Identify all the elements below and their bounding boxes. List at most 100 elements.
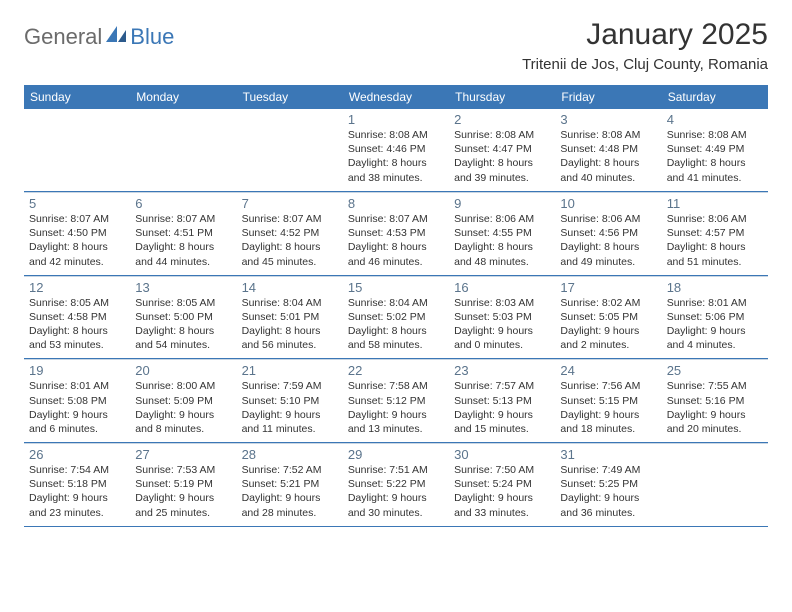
day-number: 24 <box>560 363 656 378</box>
day-info: Sunrise: 8:04 AMSunset: 5:01 PMDaylight:… <box>242 296 338 353</box>
day-cell: 16Sunrise: 8:03 AMSunset: 5:03 PMDayligh… <box>449 276 555 359</box>
day-cell: 8Sunrise: 8:07 AMSunset: 4:53 PMDaylight… <box>343 192 449 275</box>
day-number: 3 <box>560 112 656 127</box>
day-number: 6 <box>135 196 231 211</box>
day-cell: 5Sunrise: 8:07 AMSunset: 4:50 PMDaylight… <box>24 192 130 275</box>
day-cell: 2Sunrise: 8:08 AMSunset: 4:47 PMDaylight… <box>449 109 555 191</box>
day-info: Sunrise: 8:04 AMSunset: 5:02 PMDaylight:… <box>348 296 444 353</box>
day-cell: 17Sunrise: 8:02 AMSunset: 5:05 PMDayligh… <box>555 276 661 359</box>
day-cell: 23Sunrise: 7:57 AMSunset: 5:13 PMDayligh… <box>449 359 555 442</box>
day-info: Sunrise: 7:51 AMSunset: 5:22 PMDaylight:… <box>348 463 444 520</box>
week-row: 1Sunrise: 8:08 AMSunset: 4:46 PMDaylight… <box>24 109 768 192</box>
day-header: Tuesday <box>237 85 343 109</box>
day-number: 19 <box>29 363 125 378</box>
day-number: 2 <box>454 112 550 127</box>
day-info: Sunrise: 8:07 AMSunset: 4:51 PMDaylight:… <box>135 212 231 269</box>
week-row: 12Sunrise: 8:05 AMSunset: 4:58 PMDayligh… <box>24 276 768 360</box>
day-number: 1 <box>348 112 444 127</box>
day-info: Sunrise: 7:53 AMSunset: 5:19 PMDaylight:… <box>135 463 231 520</box>
day-cell: 24Sunrise: 7:56 AMSunset: 5:15 PMDayligh… <box>555 359 661 442</box>
day-info: Sunrise: 8:03 AMSunset: 5:03 PMDaylight:… <box>454 296 550 353</box>
day-cell: 29Sunrise: 7:51 AMSunset: 5:22 PMDayligh… <box>343 443 449 526</box>
day-cell: 25Sunrise: 7:55 AMSunset: 5:16 PMDayligh… <box>662 359 768 442</box>
day-info: Sunrise: 7:57 AMSunset: 5:13 PMDaylight:… <box>454 379 550 436</box>
day-cell: 27Sunrise: 7:53 AMSunset: 5:19 PMDayligh… <box>130 443 236 526</box>
day-info: Sunrise: 7:59 AMSunset: 5:10 PMDaylight:… <box>242 379 338 436</box>
day-number: 11 <box>667 196 763 211</box>
day-cell: 14Sunrise: 8:04 AMSunset: 5:01 PMDayligh… <box>237 276 343 359</box>
day-cell: 22Sunrise: 7:58 AMSunset: 5:12 PMDayligh… <box>343 359 449 442</box>
day-info: Sunrise: 8:07 AMSunset: 4:50 PMDaylight:… <box>29 212 125 269</box>
day-cell: 6Sunrise: 8:07 AMSunset: 4:51 PMDaylight… <box>130 192 236 275</box>
day-number: 28 <box>242 447 338 462</box>
day-number: 22 <box>348 363 444 378</box>
day-info: Sunrise: 8:01 AMSunset: 5:08 PMDaylight:… <box>29 379 125 436</box>
day-info: Sunrise: 8:00 AMSunset: 5:09 PMDaylight:… <box>135 379 231 436</box>
day-cell: 1Sunrise: 8:08 AMSunset: 4:46 PMDaylight… <box>343 109 449 191</box>
day-info: Sunrise: 7:54 AMSunset: 5:18 PMDaylight:… <box>29 463 125 520</box>
day-header: Wednesday <box>343 85 449 109</box>
day-info: Sunrise: 7:52 AMSunset: 5:21 PMDaylight:… <box>242 463 338 520</box>
day-cell: 15Sunrise: 8:04 AMSunset: 5:02 PMDayligh… <box>343 276 449 359</box>
day-cell: 18Sunrise: 8:01 AMSunset: 5:06 PMDayligh… <box>662 276 768 359</box>
empty-cell <box>662 443 768 526</box>
day-number: 27 <box>135 447 231 462</box>
day-cell: 20Sunrise: 8:00 AMSunset: 5:09 PMDayligh… <box>130 359 236 442</box>
day-number: 7 <box>242 196 338 211</box>
day-info: Sunrise: 8:07 AMSunset: 4:52 PMDaylight:… <box>242 212 338 269</box>
day-header: Friday <box>555 85 661 109</box>
day-header: Thursday <box>449 85 555 109</box>
day-cell: 21Sunrise: 7:59 AMSunset: 5:10 PMDayligh… <box>237 359 343 442</box>
day-number: 8 <box>348 196 444 211</box>
day-header: Sunday <box>24 85 130 109</box>
week-row: 26Sunrise: 7:54 AMSunset: 5:18 PMDayligh… <box>24 443 768 527</box>
day-cell: 13Sunrise: 8:05 AMSunset: 5:00 PMDayligh… <box>130 276 236 359</box>
day-cell: 4Sunrise: 8:08 AMSunset: 4:49 PMDaylight… <box>662 109 768 191</box>
logo: General Blue <box>24 24 174 50</box>
logo-sail-icon <box>106 26 128 44</box>
day-cell: 19Sunrise: 8:01 AMSunset: 5:08 PMDayligh… <box>24 359 130 442</box>
day-number: 10 <box>560 196 656 211</box>
day-number: 29 <box>348 447 444 462</box>
day-number: 14 <box>242 280 338 295</box>
day-header: Monday <box>130 85 236 109</box>
day-number: 20 <box>135 363 231 378</box>
day-cell: 28Sunrise: 7:52 AMSunset: 5:21 PMDayligh… <box>237 443 343 526</box>
logo-text-general: General <box>24 24 102 50</box>
day-header: Saturday <box>662 85 768 109</box>
day-number: 23 <box>454 363 550 378</box>
day-number: 12 <box>29 280 125 295</box>
day-cell: 26Sunrise: 7:54 AMSunset: 5:18 PMDayligh… <box>24 443 130 526</box>
day-info: Sunrise: 8:02 AMSunset: 5:05 PMDaylight:… <box>560 296 656 353</box>
day-cell: 11Sunrise: 8:06 AMSunset: 4:57 PMDayligh… <box>662 192 768 275</box>
day-number: 30 <box>454 447 550 462</box>
day-info: Sunrise: 8:08 AMSunset: 4:49 PMDaylight:… <box>667 128 763 185</box>
day-number: 16 <box>454 280 550 295</box>
week-row: 5Sunrise: 8:07 AMSunset: 4:50 PMDaylight… <box>24 192 768 276</box>
header: General Blue January 2025 Tritenii de Jo… <box>24 18 768 73</box>
day-info: Sunrise: 7:58 AMSunset: 5:12 PMDaylight:… <box>348 379 444 436</box>
weeks-container: 1Sunrise: 8:08 AMSunset: 4:46 PMDaylight… <box>24 109 768 527</box>
day-info: Sunrise: 8:08 AMSunset: 4:47 PMDaylight:… <box>454 128 550 185</box>
week-row: 19Sunrise: 8:01 AMSunset: 5:08 PMDayligh… <box>24 359 768 443</box>
day-number: 26 <box>29 447 125 462</box>
empty-cell <box>237 109 343 191</box>
day-cell: 30Sunrise: 7:50 AMSunset: 5:24 PMDayligh… <box>449 443 555 526</box>
day-info: Sunrise: 8:08 AMSunset: 4:48 PMDaylight:… <box>560 128 656 185</box>
day-number: 25 <box>667 363 763 378</box>
day-info: Sunrise: 8:06 AMSunset: 4:57 PMDaylight:… <box>667 212 763 269</box>
day-info: Sunrise: 7:49 AMSunset: 5:25 PMDaylight:… <box>560 463 656 520</box>
day-number: 9 <box>454 196 550 211</box>
day-cell: 10Sunrise: 8:06 AMSunset: 4:56 PMDayligh… <box>555 192 661 275</box>
title-block: January 2025 Tritenii de Jos, Cluj Count… <box>522 18 768 73</box>
day-info: Sunrise: 7:56 AMSunset: 5:15 PMDaylight:… <box>560 379 656 436</box>
day-number: 17 <box>560 280 656 295</box>
location: Tritenii de Jos, Cluj County, Romania <box>522 56 768 73</box>
day-cell: 31Sunrise: 7:49 AMSunset: 5:25 PMDayligh… <box>555 443 661 526</box>
day-cell: 3Sunrise: 8:08 AMSunset: 4:48 PMDaylight… <box>555 109 661 191</box>
month-title: January 2025 <box>522 18 768 52</box>
day-number: 13 <box>135 280 231 295</box>
day-number: 18 <box>667 280 763 295</box>
day-cell: 9Sunrise: 8:06 AMSunset: 4:55 PMDaylight… <box>449 192 555 275</box>
day-cell: 12Sunrise: 8:05 AMSunset: 4:58 PMDayligh… <box>24 276 130 359</box>
